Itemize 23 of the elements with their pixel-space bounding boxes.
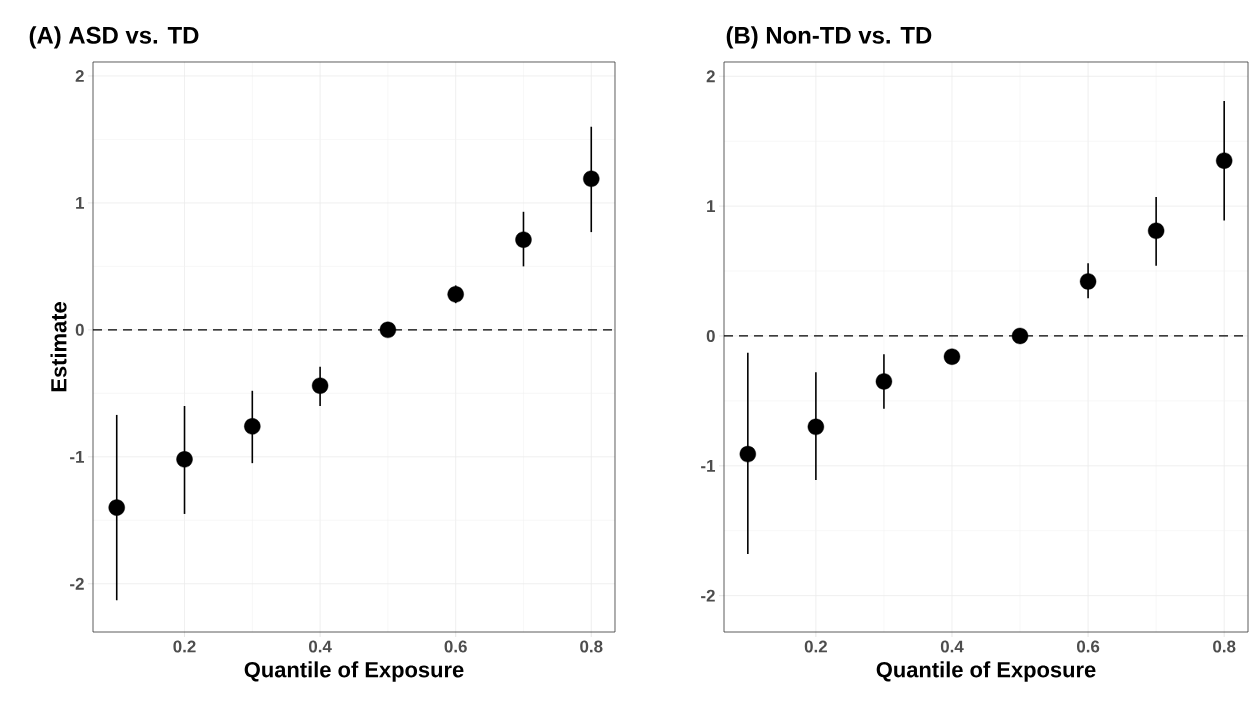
x-tick-label: 0.6 — [1076, 640, 1100, 653]
y-tick-label: 0 — [706, 329, 715, 342]
x-axis-title: Quantile of Exposure — [244, 661, 464, 682]
x-tick-label: 0.8 — [580, 640, 603, 653]
x-tick-label: 0.4 — [940, 640, 964, 653]
chart-title: (B) Non-TD vs. TD — [726, 26, 932, 49]
x-tick-label: 0.2 — [804, 640, 827, 653]
chart-title: (A) ASD vs. TD — [29, 26, 199, 49]
y-tick-label: -2 — [701, 589, 715, 602]
y-tick-label: 0 — [75, 323, 84, 336]
x-axis-title: Quantile of Exposure — [876, 661, 1096, 682]
y-tick-label: -1 — [70, 450, 85, 463]
y-tick-label: -1 — [701, 459, 716, 472]
y-tick-label: 2 — [75, 70, 84, 82]
y-axis-title: Estimate — [50, 302, 67, 392]
x-tick-label: 0.2 — [173, 640, 196, 653]
x-tick-label: 0.6 — [444, 640, 467, 653]
y-tick-label: 1 — [707, 200, 716, 212]
x-tick-label: 0.8 — [1213, 640, 1236, 653]
y-tick-label: 2 — [706, 70, 715, 83]
x-tick-label: 0.4 — [309, 640, 332, 653]
y-tick-label: 1 — [76, 197, 85, 209]
y-tick-label: -2 — [70, 577, 84, 590]
